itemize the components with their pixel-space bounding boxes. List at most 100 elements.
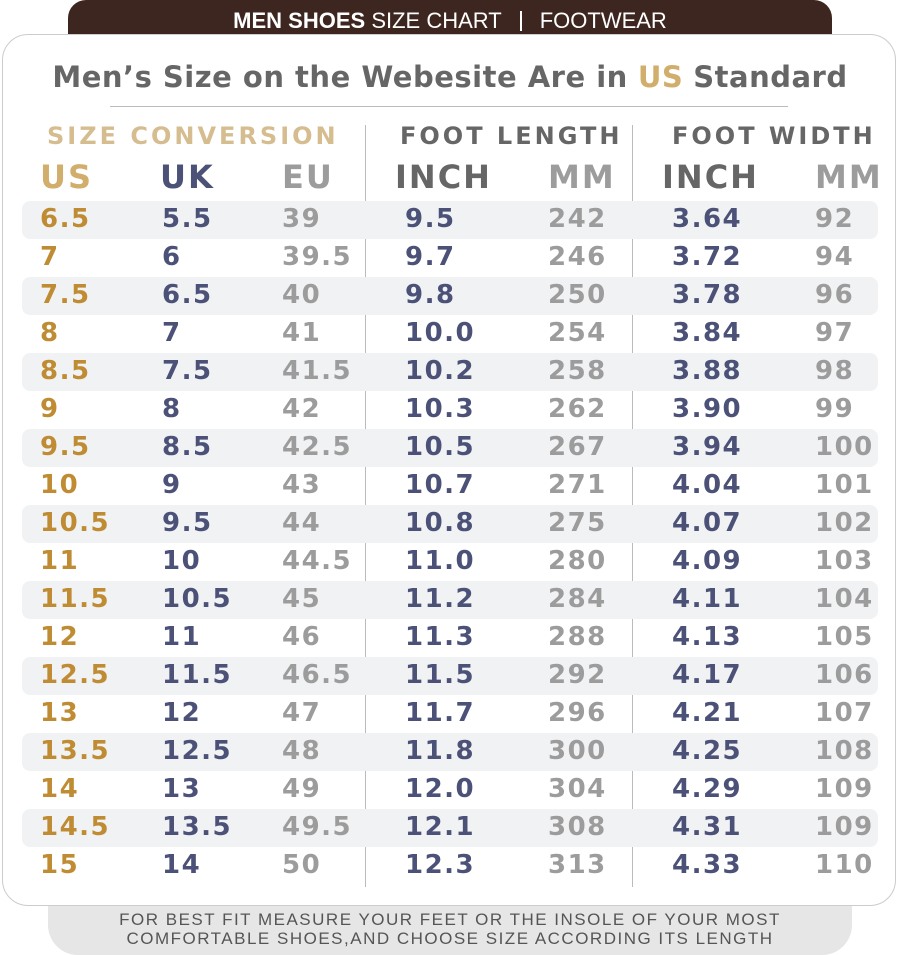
table-cell: 103: [815, 546, 874, 576]
table-cell: 10: [40, 470, 80, 500]
table-cell: 14.5: [40, 812, 111, 842]
table-cell: 7: [40, 242, 60, 272]
column-header: MM: [815, 158, 883, 196]
table-cell: 11.5: [40, 584, 111, 614]
table-cell: 39: [282, 204, 322, 234]
table-cell: 6.5: [40, 204, 91, 234]
table-cell: 13.5: [162, 812, 233, 842]
table-cell: 98: [815, 356, 855, 386]
table-cell: 7: [162, 318, 182, 348]
table-cell: 10.5: [162, 584, 233, 614]
table-cell: 48: [282, 736, 322, 766]
table-cell: 49: [282, 774, 322, 804]
column-header: EU: [282, 158, 334, 196]
table-cell: 40: [282, 280, 322, 310]
table-cell: 296: [548, 698, 607, 728]
header-tab: [68, 0, 832, 40]
table-cell: 13: [40, 698, 80, 728]
subtitle-text: Standard: [693, 60, 848, 94]
table-cell: 4.21: [672, 698, 743, 728]
table-cell: 8.5: [40, 356, 91, 386]
subtitle-text: Men’s Size on the Webesite Are in: [52, 60, 628, 94]
footer-line: COMFORTABLE SHOES,AND CHOOSE SIZE ACCORD…: [126, 929, 774, 948]
row-band: [22, 657, 878, 695]
table-cell: 12: [162, 698, 202, 728]
row-band: [22, 429, 878, 467]
table-cell: 97: [815, 318, 855, 348]
column-header: INCH: [662, 158, 759, 196]
header: MEN SHOES SIZE CHART FOOTWEAR: [0, 8, 900, 34]
table-cell: 10.5: [405, 432, 476, 462]
table-cell: 250: [548, 280, 607, 310]
table-cell: 8: [40, 318, 60, 348]
table-cell: 254: [548, 318, 607, 348]
subtitle-highlight: US: [637, 60, 684, 94]
table-cell: 44.5: [282, 546, 353, 576]
row-band: [22, 277, 878, 315]
table-cell: 50: [282, 850, 322, 880]
row-band: [22, 201, 878, 239]
header-category: FOOTWEAR: [539, 8, 667, 33]
table-cell: 12.1: [405, 812, 476, 842]
row-band: [22, 733, 878, 771]
table-cell: 7.5: [162, 356, 213, 386]
table-cell: 304: [548, 774, 607, 804]
table-cell: 100: [815, 432, 874, 462]
table-cell: 262: [548, 394, 607, 424]
table-cell: 4.13: [672, 622, 743, 652]
table-cell: 14: [162, 850, 202, 880]
table-cell: 4.11: [672, 584, 743, 614]
table-cell: 242: [548, 204, 607, 234]
table-cell: 4.33: [672, 850, 743, 880]
table-cell: 109: [815, 812, 874, 842]
table-cell: 284: [548, 584, 607, 614]
table-cell: 9: [162, 470, 182, 500]
column-header: INCH: [395, 158, 492, 196]
table-cell: 108: [815, 736, 874, 766]
table-cell: 4.31: [672, 812, 743, 842]
table-cell: 10.3: [405, 394, 476, 424]
table-cell: 292: [548, 660, 607, 690]
table-cell: 258: [548, 356, 607, 386]
table-cell: 10.8: [405, 508, 476, 538]
table-cell: 42.5: [282, 432, 353, 462]
table-cell: 15: [40, 850, 80, 880]
table-cell: 43: [282, 470, 322, 500]
table-cell: 12.5: [162, 736, 233, 766]
table-cell: 7.5: [40, 280, 91, 310]
table-cell: 10.7: [405, 470, 476, 500]
table-cell: 11.0: [405, 546, 476, 576]
table-cell: 3.94: [672, 432, 743, 462]
table-cell: 46.5: [282, 660, 353, 690]
table-cell: 5.5: [162, 204, 213, 234]
table-cell: 10.0: [405, 318, 476, 348]
table-cell: 12.0: [405, 774, 476, 804]
column-header: UK: [160, 158, 215, 196]
table-cell: 3.78: [672, 280, 743, 310]
table-cell: 4.09: [672, 546, 743, 576]
row-band: [22, 581, 878, 619]
table-cell: 10.2: [405, 356, 476, 386]
table-cell: 4.29: [672, 774, 743, 804]
table-cell: 9.5: [405, 204, 456, 234]
table-cell: 9.5: [162, 508, 213, 538]
table-cell: 280: [548, 546, 607, 576]
table-cell: 11.3: [405, 622, 476, 652]
table-cell: 4.17: [672, 660, 743, 690]
table-cell: 47: [282, 698, 322, 728]
table-cell: 3.84: [672, 318, 743, 348]
table-cell: 11: [40, 546, 80, 576]
table-cell: 3.88: [672, 356, 743, 386]
table-cell: 96: [815, 280, 855, 310]
row-band: [22, 353, 878, 391]
table-cell: 46: [282, 622, 322, 652]
header-title: SIZE CHART: [371, 8, 502, 33]
table-cell: 41.5: [282, 356, 353, 386]
table-cell: 109: [815, 774, 874, 804]
header-bold: MEN SHOES: [233, 8, 366, 33]
table-cell: 275: [548, 508, 607, 538]
table-cell: 107: [815, 698, 874, 728]
divider: [110, 106, 788, 107]
row-band: [22, 809, 878, 847]
